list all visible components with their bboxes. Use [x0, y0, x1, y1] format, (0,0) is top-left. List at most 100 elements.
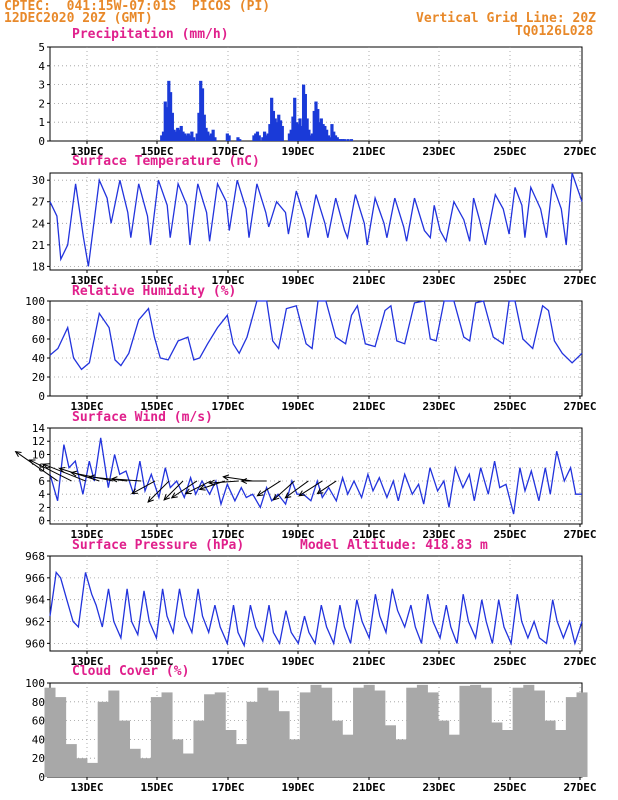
y-tick-label: 2	[38, 501, 45, 514]
wind-arrow-head	[110, 476, 118, 483]
y-tick-label: 960	[25, 637, 45, 650]
cloud-cover-bar	[448, 734, 460, 777]
cloud-cover-bar	[257, 687, 269, 777]
cloud-cover-bar	[236, 744, 248, 777]
x-tick-label: 15DEC	[140, 781, 173, 794]
cloud-cover-bar	[214, 692, 226, 777]
y-tick-label: 40	[32, 733, 45, 746]
wind-title: Surface Wind (m/s)	[72, 410, 213, 425]
wind-arrow-head	[70, 470, 78, 477]
x-tick-label: 25DEC	[493, 274, 526, 287]
y-tick-label: 20	[32, 371, 45, 384]
wind-arrow-head	[256, 490, 264, 497]
x-tick-label: 15DEC	[140, 400, 173, 413]
y-tick-label: 10	[32, 448, 45, 461]
x-tick-label: 19DEC	[281, 400, 314, 413]
cloud-cover-bar	[331, 720, 343, 777]
wind-arrow	[171, 480, 198, 499]
cloud-cover-bar	[44, 687, 56, 777]
precipitation-bar	[273, 118, 277, 141]
cloud-cover-title: Cloud Cover (%)	[72, 664, 190, 679]
cloud-cover-bar	[459, 685, 471, 777]
y-tick-label: 100	[25, 295, 45, 308]
wind-arrow-head	[222, 474, 230, 481]
y-tick-label: 964	[25, 594, 45, 607]
precipitation-bar	[168, 92, 173, 141]
cloud-cover-bar	[129, 748, 141, 777]
panel-frame	[49, 427, 583, 525]
precipitation-bar	[305, 118, 309, 141]
precipitation-bar	[268, 124, 272, 141]
temperature-title: Surface Temperature (nC)	[72, 154, 260, 169]
x-tick-label: 15DEC	[140, 528, 173, 541]
y-tick-label: 4	[38, 60, 45, 73]
x-tick-label: 25DEC	[493, 400, 526, 413]
precipitation-bar	[326, 135, 331, 141]
y-tick-label: 5	[38, 41, 45, 54]
precipitation-bar	[179, 125, 183, 141]
y-tick-label: 8	[38, 462, 45, 475]
y-tick-label: 60	[32, 333, 45, 346]
wind-arrow	[89, 476, 128, 482]
cloud-cover-bar	[65, 744, 77, 777]
x-tick-label: 19DEC	[281, 528, 314, 541]
y-tick-label: 30	[32, 174, 45, 187]
x-tick-label: 23DEC	[422, 145, 455, 158]
cloud-cover-bar	[363, 684, 375, 777]
cloud-cover-bar	[565, 697, 577, 777]
wind-arrow-head	[298, 490, 306, 497]
cloud-cover-bar	[342, 734, 354, 777]
precipitation-bar	[266, 133, 270, 141]
cloud-cover-bar	[374, 690, 386, 777]
precipitation-bar	[172, 129, 176, 141]
y-tick-label: 80	[32, 314, 45, 327]
precipitation-bar	[264, 135, 268, 141]
cloud-cover-bar	[491, 722, 503, 777]
x-tick-label: 21DEC	[352, 145, 385, 158]
panel-frame	[49, 300, 583, 397]
y-tick-label: 14	[32, 422, 46, 435]
y-tick-label: 1	[38, 116, 45, 129]
wind-arrow	[111, 478, 142, 482]
precipitation-bar	[312, 110, 316, 141]
x-tick-label: 15DEC	[140, 145, 173, 158]
cloud-cover-bar	[533, 690, 545, 777]
cloud-cover-bar	[438, 720, 450, 777]
y-tick-label: 2	[38, 97, 45, 110]
x-tick-label: 17DEC	[211, 400, 244, 413]
x-tick-label: 19DEC	[281, 781, 314, 794]
y-tick-label: 27	[32, 196, 45, 209]
x-tick-label: 19DEC	[281, 145, 314, 158]
cloud-cover-bar	[299, 692, 311, 777]
precipitation-bar	[254, 133, 258, 141]
y-tick-label: 4	[38, 488, 45, 501]
precipitation-bar	[300, 125, 304, 141]
wind-arrow	[273, 480, 295, 501]
cloud-cover-bar	[87, 762, 99, 777]
cloud-cover-bar	[555, 730, 567, 777]
x-tick-label: 27DEC	[563, 145, 596, 158]
precipitation-bar	[183, 133, 187, 141]
model-altitude: Model Altitude: 418.83 m	[300, 538, 488, 553]
wind-arrow-head	[58, 467, 66, 473]
precipitation-bar	[209, 133, 213, 141]
y-tick-label: 0	[38, 515, 45, 528]
precipitation-bar	[328, 137, 332, 141]
precipitation-bar	[177, 129, 182, 141]
precipitation-bar	[342, 139, 346, 141]
cloud-cover-bar	[108, 690, 120, 777]
cloud-cover-bar	[395, 739, 407, 777]
wind-arrow	[317, 480, 337, 494]
x-tick-label: 25DEC	[493, 655, 526, 668]
precipitation-bar	[275, 122, 279, 141]
wind-arrow-head	[316, 488, 324, 495]
panel-frame	[49, 555, 583, 652]
cloud-cover-bar	[289, 739, 301, 777]
precipitation-bar	[176, 127, 180, 141]
precipitation-bar	[293, 97, 297, 141]
wind-arrow	[15, 451, 58, 482]
y-tick-label: 80	[32, 696, 45, 709]
panel-frame	[49, 172, 583, 271]
x-tick-label: 27DEC	[563, 781, 596, 794]
